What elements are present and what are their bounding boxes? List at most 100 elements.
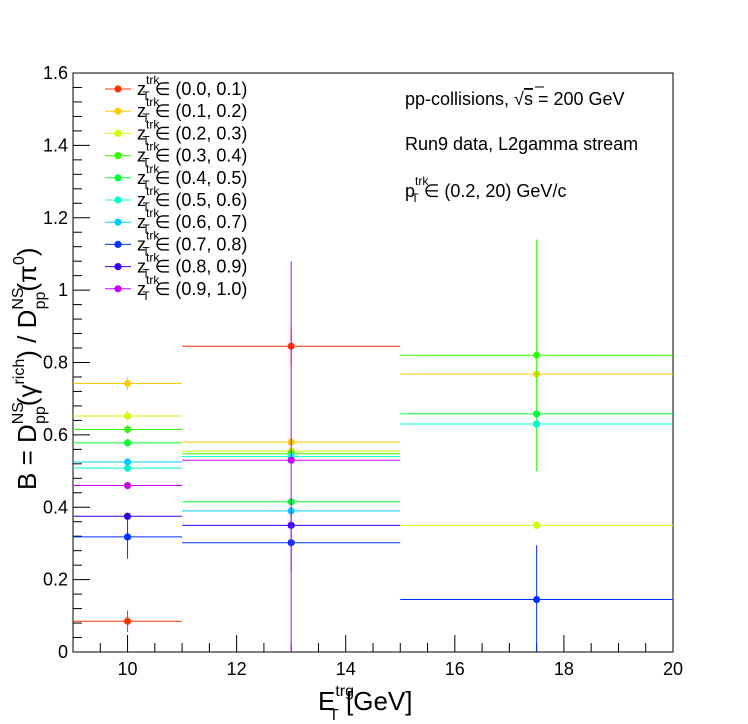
- x-label-unit: [GeV]: [339, 686, 413, 716]
- legend-range: ∈ (0.2, 0.3): [150, 123, 248, 143]
- legend-entry: ztrk T ∈ (0.6, 0.7): [105, 206, 247, 236]
- legend-sub: T: [142, 89, 150, 103]
- y-label-sup: NS: [10, 402, 27, 424]
- legend-sup: trk: [146, 162, 160, 176]
- annotation-run: Run9 data, L2gamma stream: [405, 134, 638, 154]
- legend-marker: [114, 218, 122, 226]
- legend-marker: [114, 152, 122, 160]
- y-tick-label: 0.8: [43, 353, 68, 373]
- legend-sup: trk: [146, 95, 160, 109]
- legend-range: ∈ (0.5, 0.6): [150, 190, 248, 210]
- series-(0.4, 0.5): [73, 410, 673, 506]
- legend-entry: ztrk T ∈ (0.3, 0.4): [105, 140, 247, 170]
- legend-range: ∈ (0.1, 0.2): [150, 101, 248, 121]
- legend-entry: ztrk T ∈ (0.4, 0.5): [105, 162, 247, 192]
- x-tick-label: 20: [663, 659, 683, 679]
- legend-range: ∈ (0.9, 1.0): [150, 279, 248, 299]
- legend-label: ztrk T ∈ (0.9, 1.0): [137, 273, 247, 303]
- pt-main: p: [405, 181, 415, 201]
- legend-sub: T: [142, 200, 150, 214]
- legend-range: ∈ (0.8, 0.9): [150, 257, 248, 277]
- y-label-part: B = D: [12, 424, 42, 490]
- data-point: [533, 595, 541, 604]
- x-label-main: E: [318, 686, 335, 716]
- legend-label: ztrk T ∈ (0.1, 0.2): [137, 95, 247, 125]
- legend-z: z: [137, 234, 146, 254]
- plot-area: [72, 72, 674, 653]
- x-label-sub: T: [329, 707, 339, 724]
- legend-entry: ztrk T ∈ (0.2, 0.3): [105, 117, 247, 147]
- annotations: pp-collisions, √s = 200 GeV Run9 data, L2…: [405, 86, 638, 205]
- legend-sup: trk: [146, 140, 160, 154]
- legend-sup: trk: [146, 228, 160, 242]
- y-tick-label: 1.4: [43, 135, 68, 155]
- legend-marker: [114, 263, 122, 271]
- legend-range: ∈ (0.3, 0.4): [150, 146, 248, 166]
- legend-marker: [114, 240, 122, 248]
- legend-range: ∈ (0.4, 0.5): [150, 168, 248, 188]
- legend-label: ztrk T ∈ (0.0, 0.1): [137, 73, 247, 103]
- pt-sub: T: [411, 191, 419, 205]
- y-tick-label: 1.2: [43, 208, 68, 228]
- data-point: [123, 458, 132, 466]
- x-tick-label: 10: [118, 659, 138, 679]
- legend-marker: [114, 85, 122, 93]
- annotation-pt: ptrk T ∈ (0.2, 20) GeV/c: [405, 174, 566, 205]
- y-label-part: (γ: [12, 385, 42, 407]
- data-point: [287, 456, 295, 464]
- legend: ztrk T ∈ (0.0, 0.1)ztrk T ∈ (0.1, 0.2)ztrk…: [105, 73, 247, 303]
- sqrt-s: s: [524, 89, 533, 109]
- data-point: [123, 512, 132, 520]
- legend-sup: trk: [146, 117, 160, 131]
- series-(0.9, 1.0): [73, 261, 401, 652]
- x-tick-label: 14: [336, 659, 356, 679]
- legend-sub: T: [142, 289, 150, 303]
- data-marks: [73, 239, 673, 652]
- legend-entry: ztrk T ∈ (0.1, 0.2): [105, 95, 247, 125]
- y-label-sup: NS: [10, 287, 27, 309]
- legend-z: z: [137, 123, 146, 143]
- data-point: [123, 464, 132, 472]
- data-point: [533, 351, 541, 359]
- x-tick-label: 18: [554, 659, 574, 679]
- legend-sub: T: [142, 133, 150, 147]
- data-point: [123, 439, 132, 447]
- data-point: [123, 617, 132, 625]
- y-tick-label: 1.6: [43, 63, 68, 83]
- legend-sub: T: [142, 244, 150, 258]
- x-tick-label: 16: [445, 659, 465, 679]
- legend-range: ∈ (0.6, 0.7): [150, 212, 248, 232]
- legend-sup: trk: [146, 251, 160, 265]
- annotation-part: = 200 GeV: [533, 89, 625, 109]
- legend-entry: ztrk T ∈ (0.0, 0.1): [105, 73, 247, 103]
- legend-z: z: [137, 212, 146, 232]
- legend-sup: trk: [146, 73, 160, 87]
- legend-label: ztrk T ∈ (0.6, 0.7): [137, 206, 247, 236]
- legend-sup: trk: [146, 273, 160, 287]
- y-tick-label: 0: [58, 642, 68, 662]
- legend-label: ztrk T ∈ (0.8, 0.9): [137, 251, 247, 281]
- legend-z: z: [137, 101, 146, 121]
- y-label-sub: pp: [32, 406, 49, 424]
- legend-entry: ztrk T ∈ (0.7, 0.8): [105, 228, 247, 258]
- legend-z: z: [137, 168, 146, 188]
- legend-entry: ztrk T ∈ (0.9, 1.0): [105, 273, 247, 303]
- x-label-sup: trg: [335, 683, 354, 700]
- x-tick-label: 12: [227, 659, 247, 679]
- legend-label: ztrk T ∈ (0.3, 0.4): [137, 140, 247, 170]
- legend-label: ztrk T ∈ (0.5, 0.6): [137, 184, 247, 214]
- legend-marker: [114, 174, 122, 182]
- legend-sub: T: [142, 267, 150, 281]
- y-tick-label: 0.4: [43, 497, 68, 517]
- y-label-part: (π: [12, 265, 42, 292]
- pt-range: ∈ (0.2, 20) GeV/c: [419, 181, 567, 201]
- legend-z: z: [137, 257, 146, 277]
- data-point: [533, 521, 541, 529]
- y-tick-label: 1: [58, 280, 68, 300]
- y-label-part: ): [12, 247, 42, 256]
- legend-sub: T: [142, 111, 150, 125]
- legend-label: ztrk T ∈ (0.4, 0.5): [137, 162, 247, 192]
- legend-sub: T: [142, 156, 150, 170]
- legend-marker: [114, 285, 122, 293]
- data-point: [533, 410, 541, 418]
